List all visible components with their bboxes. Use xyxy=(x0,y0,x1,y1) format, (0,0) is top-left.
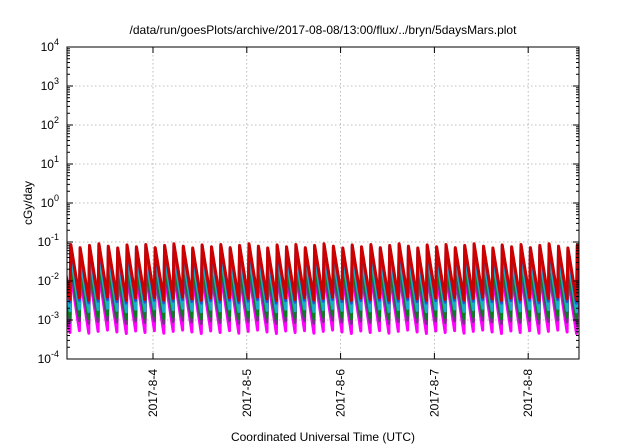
x-tick-label: 2017-8-8 xyxy=(521,369,535,417)
y-tick-label: 10-1 xyxy=(38,232,59,249)
y-axis-label: cGy/day xyxy=(21,181,35,225)
series-group xyxy=(67,242,579,335)
axes: 10-4 10-3 10-2 10-1 100 101 102 103 104 2017-8-4 2… xyxy=(38,37,579,417)
y-tick-label: 101 xyxy=(41,154,59,171)
y-tick-label: 104 xyxy=(41,37,59,54)
y-tick-label: 100 xyxy=(41,193,59,210)
y-tick-label: 103 xyxy=(41,76,59,93)
y-tick-label: 102 xyxy=(41,115,59,132)
x-tick-label: 2017-8-5 xyxy=(240,369,254,417)
y-tick-label: 10-2 xyxy=(38,271,59,288)
y-tick-label: 10-3 xyxy=(38,310,59,327)
x-axis-label: Coordinated Universal Time (UTC) xyxy=(231,430,415,444)
y-tick-label: 10-4 xyxy=(38,349,59,366)
x-tick-label: 2017-8-4 xyxy=(146,369,160,417)
x-tick-label: 2017-8-6 xyxy=(334,369,348,417)
series-line xyxy=(67,242,579,302)
x-tick-label: 2017-8-7 xyxy=(427,369,441,417)
chart-title: /data/run/goesPlots/archive/2017-08-08/1… xyxy=(130,23,518,37)
